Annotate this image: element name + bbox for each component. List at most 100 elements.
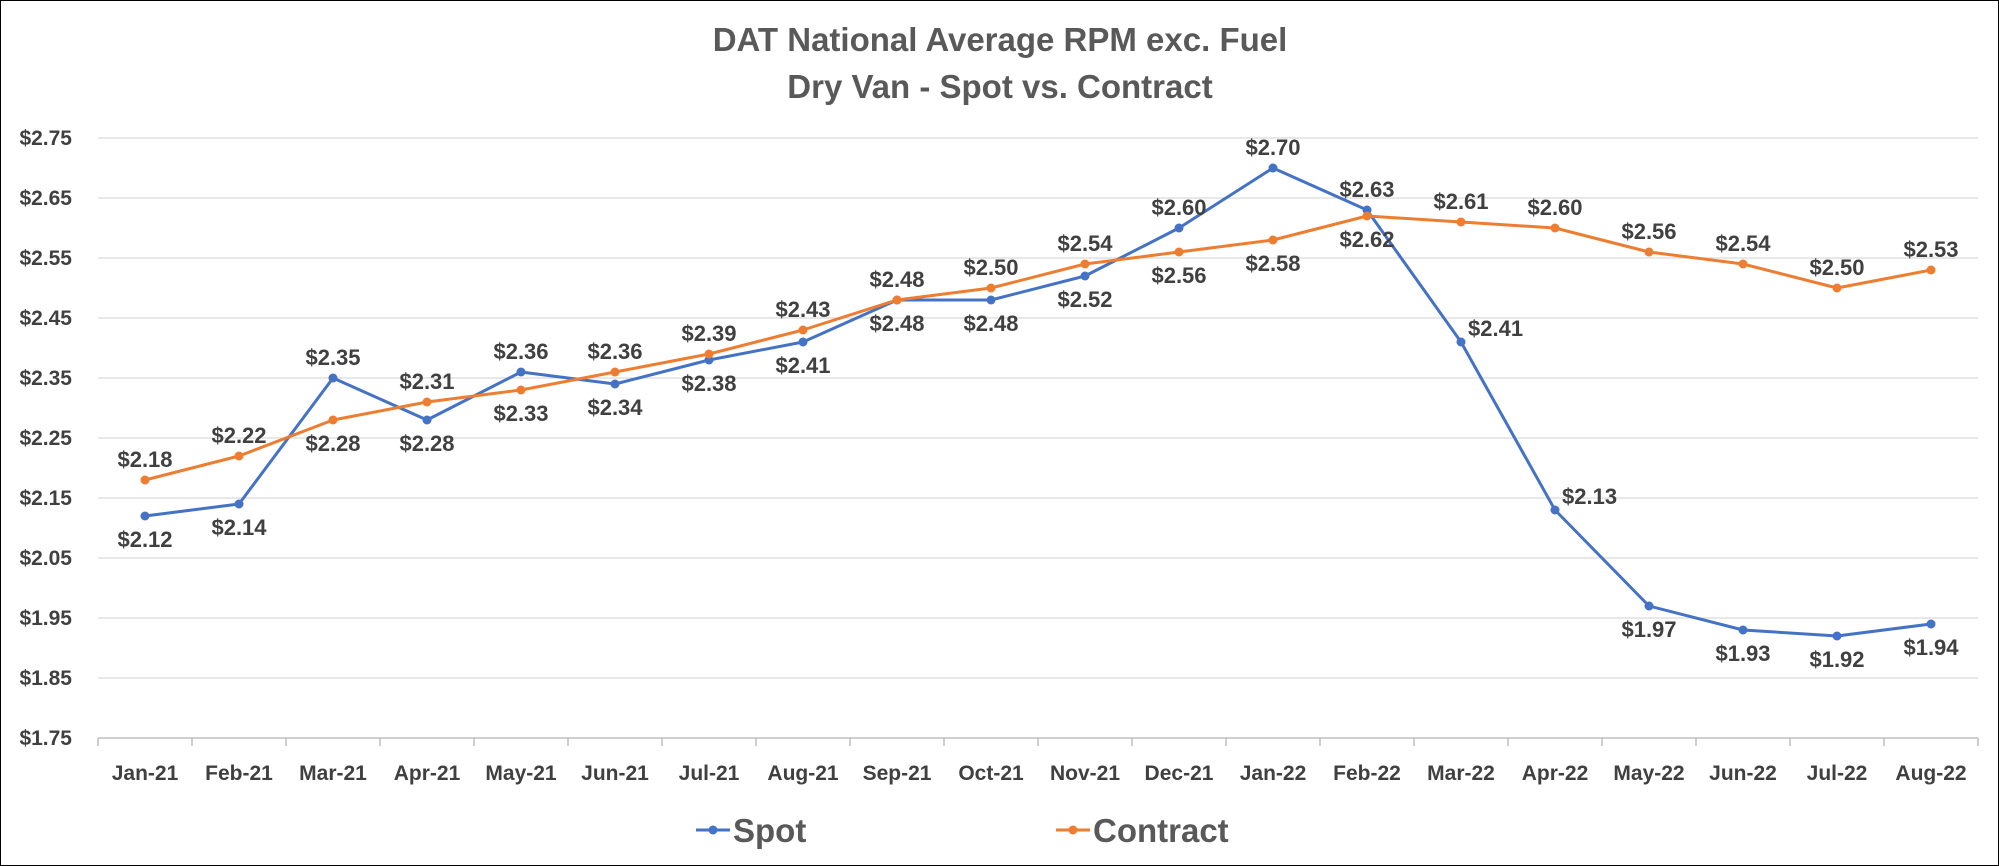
data-label-contract: $2.54 (1715, 231, 1771, 256)
series-line-spot (143, 166, 1933, 638)
data-labels: $2.12 $2.14 $2.35 $2.28 $2.36 $2.34 $2.38 $2.41… (117, 135, 1959, 672)
legend-marker-spot (708, 825, 718, 835)
legend-label-contract: Contract (1093, 812, 1229, 849)
data-label-spot: $1.92 (1809, 647, 1864, 672)
data-label-spot: $2.13 (1562, 484, 1617, 509)
data-point-contract (1362, 211, 1372, 221)
data-point-contract (1080, 259, 1090, 269)
x-tick-label: Mar-21 (299, 762, 367, 785)
data-point-spot (798, 337, 808, 347)
data-label-contract: $2.43 (775, 297, 830, 322)
data-label-spot: $2.28 (399, 431, 454, 456)
data-label-contract: $2.48 (869, 267, 924, 292)
data-label-contract: $2.58 (1245, 251, 1300, 276)
data-label-spot: $2.70 (1245, 135, 1300, 160)
data-label-contract: $2.33 (493, 401, 548, 426)
data-point-contract (328, 415, 338, 425)
chart-title: DAT National Average RPM exc. Fuel (713, 21, 1288, 58)
data-point-contract (422, 397, 432, 407)
data-point-contract (1644, 247, 1654, 257)
data-point-contract (892, 295, 902, 305)
data-label-contract: $2.28 (305, 431, 360, 456)
y-tick-label: $1.75 (19, 727, 72, 750)
data-point-spot (1644, 601, 1654, 611)
data-point-contract (798, 325, 808, 335)
data-point-contract (1832, 283, 1842, 293)
x-tick-label: Feb-22 (1333, 762, 1401, 785)
data-label-contract: $2.36 (587, 339, 642, 364)
x-tick-label: Feb-21 (205, 762, 273, 785)
data-label-spot: $2.35 (305, 345, 360, 370)
y-tick-label: $2.55 (19, 247, 72, 270)
x-tick-label: Aug-22 (1895, 762, 1966, 785)
data-label-spot: $2.36 (493, 339, 548, 364)
y-tick-label: $2.05 (19, 547, 72, 570)
data-label-contract: $2.53 (1903, 237, 1958, 262)
data-point-contract (986, 283, 996, 293)
data-label-spot: $2.38 (681, 371, 736, 396)
data-point-contract (1268, 235, 1278, 245)
x-tick-label: Apr-21 (394, 762, 461, 785)
y-tick-label: $2.75 (19, 127, 72, 150)
series-lines (140, 163, 1936, 641)
legend-marker-contract (1068, 825, 1078, 835)
axes: $2.75 $2.65 $2.55 $2.45 $2.35 $2.25 $2.15 $2.05… (19, 127, 1979, 785)
data-point-spot (610, 379, 620, 389)
y-tick-label: $1.85 (19, 667, 72, 690)
data-point-spot (328, 373, 338, 383)
legend-label-spot: Spot (733, 812, 806, 849)
data-label-spot: $2.48 (963, 311, 1018, 336)
data-point-contract (1926, 265, 1936, 275)
data-label-contract: $2.61 (1433, 189, 1488, 214)
y-tick-label: $2.35 (19, 367, 72, 390)
grid-lines (98, 137, 1978, 679)
data-label-spot: $2.41 (775, 353, 830, 378)
data-point-contract (234, 451, 244, 461)
x-tick-label: Jan-22 (1240, 762, 1307, 785)
data-point-spot (1080, 271, 1090, 281)
data-point-contract (1738, 259, 1748, 269)
data-point-spot (1268, 163, 1278, 173)
data-point-contract (1456, 217, 1466, 227)
y-tick-label: $2.65 (19, 187, 72, 210)
data-point-spot (1926, 619, 1936, 629)
data-point-spot (1738, 625, 1748, 635)
data-point-spot (422, 415, 432, 425)
data-point-spot (516, 367, 526, 377)
x-tick-label: May-22 (1613, 762, 1684, 785)
series-line-contract (143, 214, 1933, 482)
data-point-spot (1456, 337, 1466, 347)
x-tick-label: Jun-21 (581, 762, 649, 785)
data-label-spot: $2.14 (211, 515, 267, 540)
x-tick-label: Jan-21 (112, 762, 179, 785)
data-point-contract (610, 367, 620, 377)
y-tick-label: $2.15 (19, 487, 72, 510)
x-tick-label: Mar-22 (1427, 762, 1495, 785)
data-point-spot (1832, 631, 1842, 641)
data-label-contract: $2.62 (1339, 227, 1394, 252)
y-tick-label: $2.25 (19, 427, 72, 450)
data-label-spot: $1.93 (1715, 641, 1770, 666)
data-label-contract: $2.50 (1809, 255, 1864, 280)
x-tick-label: Oct-21 (958, 762, 1024, 785)
data-point-spot (234, 499, 244, 509)
data-label-contract: $2.54 (1057, 231, 1113, 256)
x-tick-label: May-21 (485, 762, 557, 785)
y-tick-label: $1.95 (19, 607, 72, 630)
data-label-contract: $2.18 (117, 447, 172, 472)
data-point-spot (140, 511, 150, 521)
data-point-contract (140, 475, 150, 485)
x-tick-label: Apr-22 (1522, 762, 1589, 785)
data-label-spot: $1.94 (1903, 635, 1959, 660)
data-label-spot: $2.34 (587, 395, 643, 420)
data-label-spot: $2.48 (869, 311, 924, 336)
x-tick-label: Nov-21 (1050, 762, 1120, 785)
data-label-contract: $2.56 (1151, 263, 1206, 288)
data-label-contract: $2.39 (681, 321, 736, 346)
data-label-spot: $2.52 (1057, 287, 1112, 312)
x-tick-label: Jul-21 (679, 762, 740, 785)
data-label-contract: $2.60 (1527, 195, 1582, 220)
data-label-contract: $2.50 (963, 255, 1018, 280)
